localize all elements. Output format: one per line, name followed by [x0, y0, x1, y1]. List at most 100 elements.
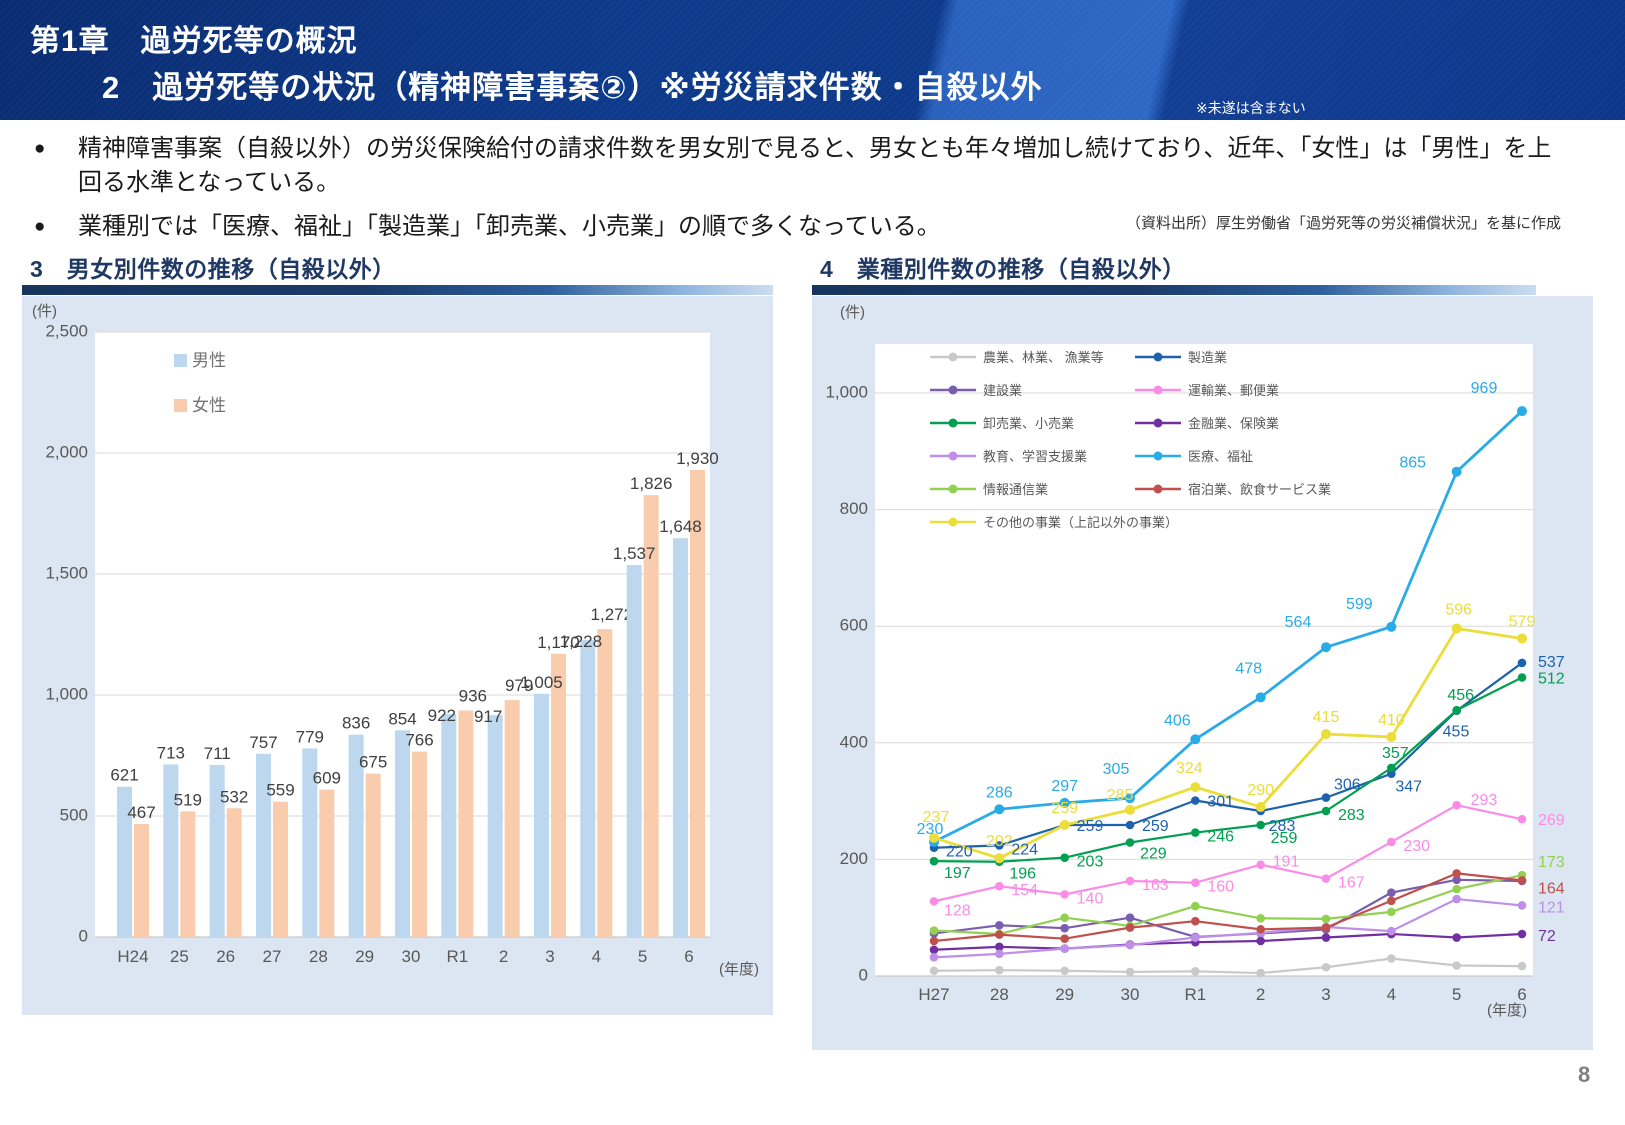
bar-value-label: 711: [204, 744, 231, 763]
legend-label: その他の事業（上記以外の事業）: [983, 515, 1178, 530]
bar-male: [534, 693, 549, 937]
series-point: [1256, 968, 1265, 978]
bullet-item: ● 精神障害事案（自殺以外）の労災保険給付の請求件数を男女別で見ると、男女とも年…: [28, 132, 1568, 200]
series-point: [1321, 923, 1331, 932]
point-value-label: 197: [944, 865, 971, 882]
point-value-label: 512: [1538, 671, 1565, 688]
point-value-label: 259: [1077, 818, 1104, 835]
legend-marker: [948, 352, 958, 362]
series-point: [995, 881, 1004, 891]
series-point: [1256, 913, 1265, 923]
point-value-label: 537: [1538, 654, 1565, 671]
series-point: [1059, 797, 1070, 808]
series-point: [1387, 907, 1396, 917]
series-point: [1191, 916, 1200, 926]
legend-marker: [948, 385, 958, 395]
point-value-label: 203: [1077, 854, 1104, 871]
series-point: [929, 966, 939, 976]
y-tick-label: 600: [840, 616, 868, 635]
legend-marker: [1153, 451, 1163, 461]
point-value-label: 579: [1509, 613, 1536, 630]
x-tick-label: 5: [638, 947, 647, 966]
point-value-label: 455: [1443, 724, 1470, 741]
point-value-label: 173: [1538, 854, 1565, 871]
legend-label: 医療、福祉: [1188, 449, 1253, 464]
x-tick-label: 28: [309, 947, 328, 966]
series-point: [995, 942, 1004, 952]
series-point: [1321, 806, 1331, 816]
bar-female: [365, 773, 381, 937]
series-point: [929, 953, 939, 962]
series-point: [995, 920, 1004, 930]
point-value-label: 196: [1009, 866, 1036, 883]
bar-male: [487, 715, 503, 937]
series-point: [1387, 926, 1396, 936]
series-point: [1517, 929, 1527, 939]
series-point: [1387, 837, 1396, 847]
plot-area: [875, 344, 1533, 976]
x-tick-label: 27: [263, 947, 282, 966]
bar-value-label: 854: [388, 709, 416, 728]
bar-value-label: 532: [220, 787, 248, 806]
x-tick-label: 26: [216, 947, 235, 966]
x-tick-label: H27: [918, 985, 949, 1004]
x-tick-label: H24: [117, 947, 148, 966]
series-point: [1060, 966, 1069, 976]
legend-marker: [948, 418, 958, 428]
point-value-label: 121: [1538, 899, 1565, 916]
point-value-label: 224: [1011, 841, 1038, 858]
series-line: [933, 804, 1523, 903]
series-point: [929, 832, 939, 843]
bar-value-label: 766: [405, 731, 433, 750]
series-point: [1386, 621, 1397, 632]
point-value-label: 259: [1051, 800, 1078, 817]
series-point: [1125, 967, 1135, 977]
bar-male: [209, 764, 225, 937]
series-point: [1256, 925, 1265, 934]
series-point: [1387, 888, 1396, 897]
summary-bullets: ● 精神障害事案（自殺以外）の労災保険給付の請求件数を男女別で見ると、男女とも年…: [28, 132, 1568, 254]
bar-female: [551, 653, 566, 937]
series-point: [1451, 466, 1462, 477]
bar-value-label: 979: [505, 676, 533, 695]
bullet-text: 精神障害事案（自殺以外）の労災保険給付の請求件数を男女別で見ると、男女とも年々増…: [78, 135, 1552, 196]
point-value-label: 865: [1399, 455, 1426, 472]
series-point: [1191, 933, 1200, 942]
legend-label: 運輸業、郵便業: [1188, 383, 1279, 398]
series-point: [994, 853, 1005, 864]
legend-swatch: [174, 354, 187, 367]
series-point: [1125, 913, 1135, 922]
x-tick-label: 3: [545, 947, 554, 966]
point-value-label: 202: [986, 833, 1013, 850]
bar-female: [134, 823, 149, 937]
y-tick-label: 1,500: [45, 563, 88, 582]
series-point: [1256, 820, 1265, 830]
point-value-label: 160: [1207, 879, 1234, 896]
point-value-label: 297: [1051, 778, 1078, 795]
legend-marker: [1153, 484, 1163, 494]
series-point: [1191, 828, 1200, 837]
x-tick-label: 5: [1452, 985, 1461, 1004]
bar-value-label: 917: [474, 707, 502, 726]
slide-header-band: 第1章 過労死等の概況 2 過労死等の状況（精神障害事案②）※労災請求件数・自殺…: [0, 0, 1625, 120]
point-value-label: 290: [1247, 782, 1274, 799]
bar-value-label: 519: [174, 790, 202, 809]
point-value-label: 564: [1285, 614, 1312, 631]
series-point: [1256, 860, 1265, 869]
x-tick-label: 29: [355, 947, 374, 966]
legend-label: 宿泊業、飲食サービス業: [1188, 482, 1331, 497]
point-value-label: 456: [1447, 687, 1474, 704]
series-point: [1255, 801, 1266, 812]
series-point: [1321, 914, 1331, 924]
series-point: [1517, 876, 1527, 885]
point-value-label: 596: [1445, 602, 1472, 619]
point-value-label: 410: [1378, 712, 1405, 729]
bar-value-label: 1,228: [560, 632, 603, 651]
legend-label: 教育、学習支援業: [983, 449, 1087, 464]
bar-value-label: 779: [296, 727, 324, 746]
series-point: [1386, 731, 1397, 742]
series-point: [1451, 623, 1462, 634]
bullet-icon: ●: [34, 216, 46, 237]
series-point: [1321, 874, 1331, 883]
bar-male: [626, 565, 642, 937]
